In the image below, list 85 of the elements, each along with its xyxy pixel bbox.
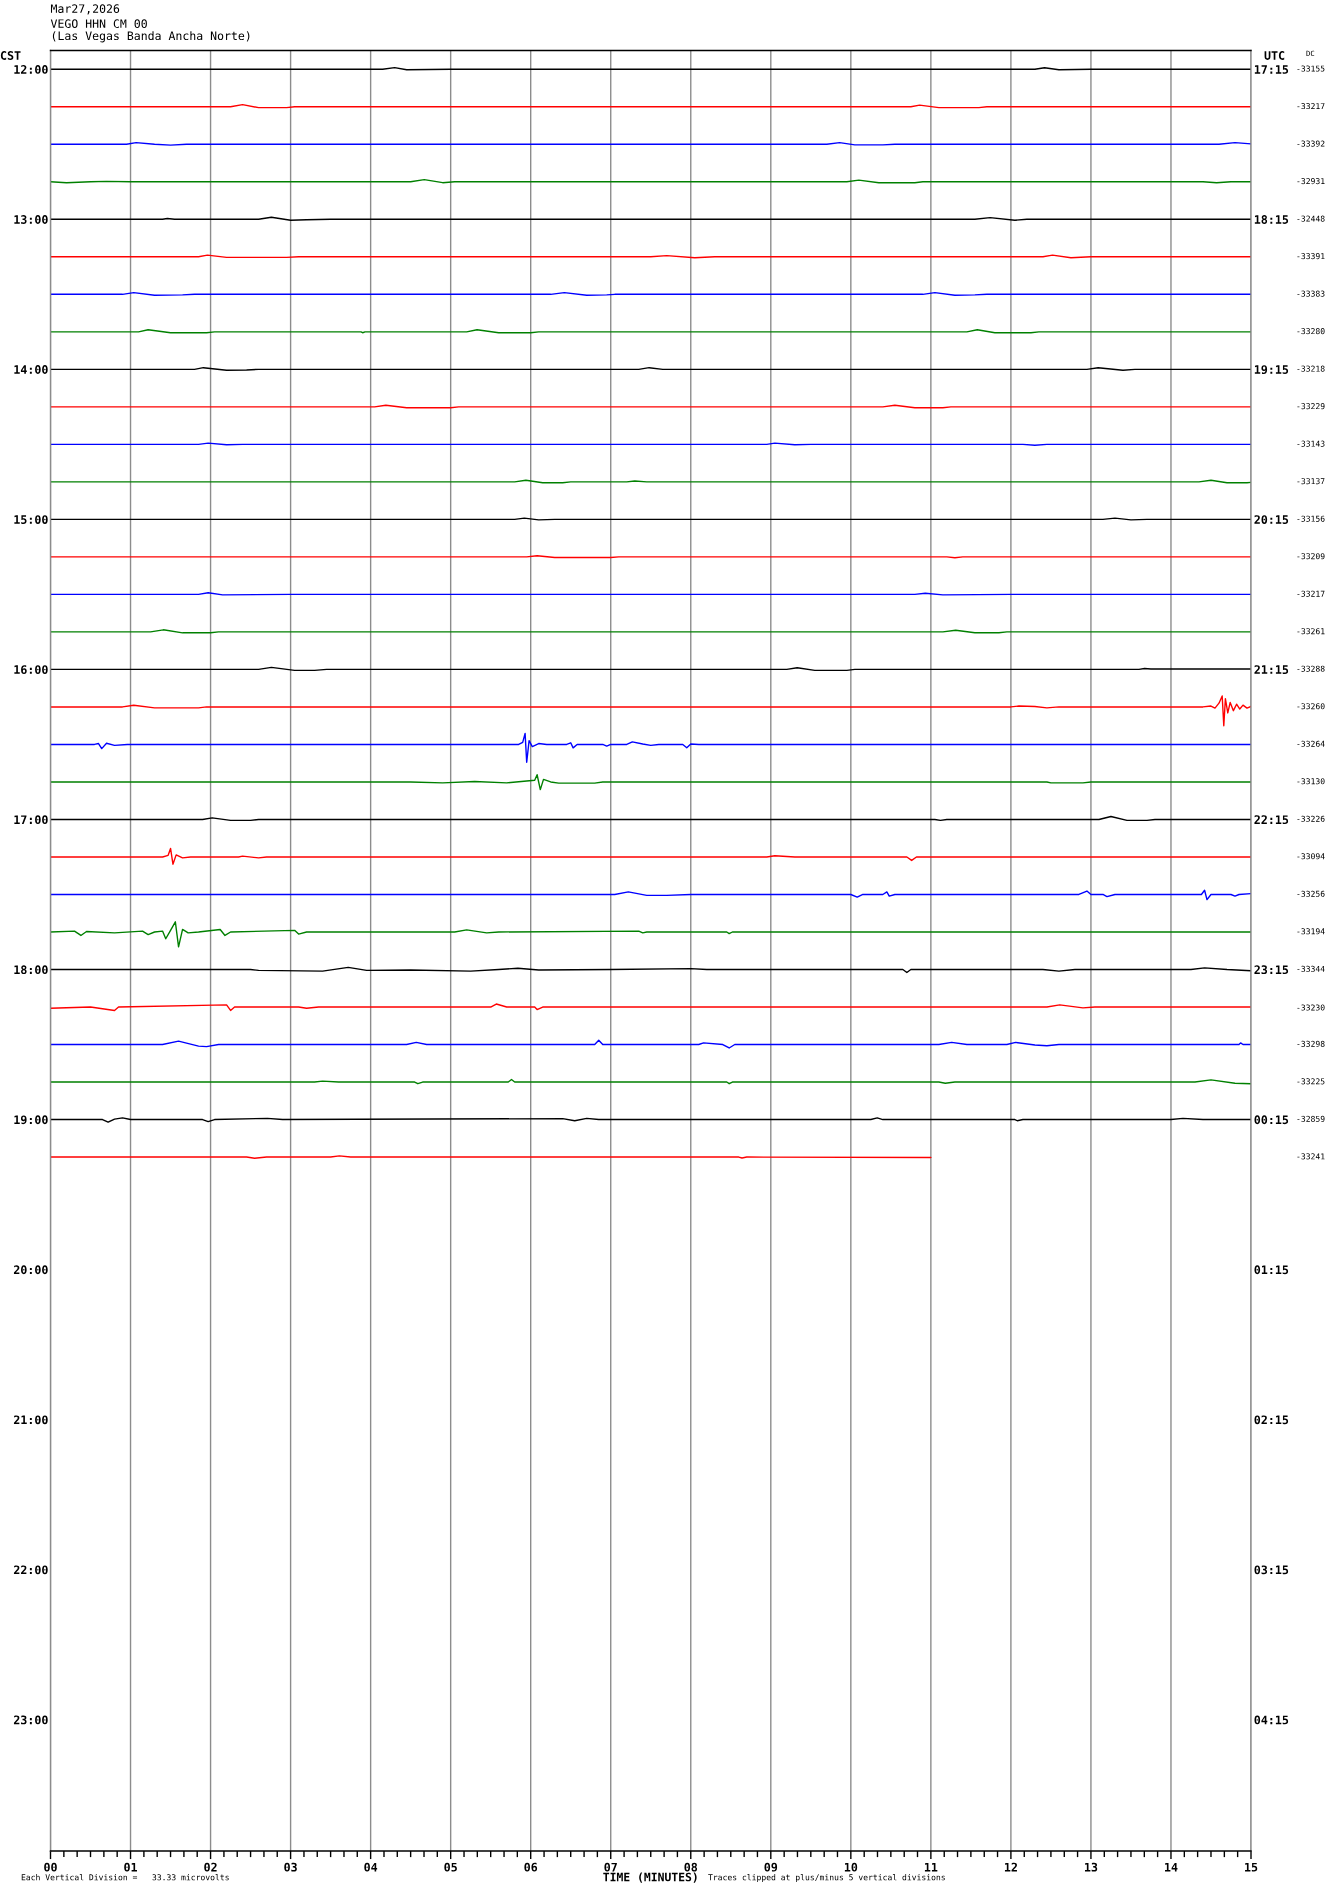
y2-tick-label: 20:15	[1254, 515, 1289, 524]
y-tick-label: 16:00	[14, 665, 48, 675]
text: -33217	[1297, 103, 1325, 110]
chart-subtitle: VEGO HHN CM 00 (Las Vegas Banda Ancha Norte)	[50, 19, 250, 43]
y2-tick-label: 02:15	[1254, 1415, 1289, 1425]
text: -33218	[1297, 365, 1325, 372]
text: -33383	[1297, 290, 1325, 297]
text: -33392	[1297, 140, 1325, 147]
line-series	[50, 889, 1251, 901]
x-tick-label: 13	[1084, 1862, 1098, 1872]
text: -33260	[1297, 703, 1325, 710]
text: -33391	[1297, 253, 1325, 260]
text: -33137	[1297, 478, 1325, 485]
text: -33156	[1297, 515, 1325, 522]
text: -33225	[1297, 1078, 1325, 1085]
text: -33298	[1297, 1040, 1325, 1047]
text: -33280	[1297, 328, 1325, 335]
y-tick-label: 12:00	[14, 65, 48, 74]
line-series	[50, 847, 1251, 865]
text: -33143	[1297, 440, 1325, 447]
x-tick-label: 14	[1165, 1862, 1178, 1872]
line-series	[50, 1039, 1251, 1049]
x-tick-label: 07	[604, 1862, 617, 1872]
x-tick-label: 02	[204, 1862, 217, 1872]
text: -33209	[1297, 553, 1325, 560]
text: -33155	[1297, 65, 1325, 72]
y-tick-label: 18:00	[14, 965, 48, 975]
text: -33094	[1297, 853, 1325, 860]
text: Each Vertical Division = 33.33 microvolts	[21, 1874, 229, 1881]
y-tick-label: 22:00	[13, 1565, 48, 1575]
text: -33226	[1297, 815, 1325, 822]
text: -33261	[1297, 628, 1325, 635]
y2-tick-label: 04:15	[1254, 1715, 1289, 1725]
x-tick-label: 15	[1245, 1862, 1258, 1872]
y2-tick-label: 22:15	[1254, 815, 1289, 825]
y2-tick-label: 17:15	[1254, 65, 1289, 74]
text: -33217	[1297, 590, 1325, 597]
line-series	[50, 774, 1251, 791]
x-tick-label: 10	[844, 1862, 858, 1872]
text: -33194	[1297, 928, 1325, 935]
text: -33256	[1297, 890, 1325, 897]
x-tick-label: 09	[764, 1862, 778, 1872]
text: -33130	[1297, 778, 1325, 785]
x-tick-label: 12	[1004, 1862, 1017, 1872]
y-tick-label: 13:00	[14, 215, 48, 224]
y2-tick-label: 21:15	[1254, 665, 1289, 675]
y2-tick-label: 00:15	[1254, 1115, 1289, 1125]
text: -32448	[1297, 215, 1325, 222]
text: -33344	[1297, 965, 1325, 972]
text: -33288	[1297, 665, 1325, 672]
x-tick-label: 06	[524, 1862, 538, 1872]
x-tick-label: 04	[364, 1862, 378, 1872]
text: -32859	[1297, 1115, 1325, 1122]
y2-axis-title: UTC	[1264, 51, 1285, 60]
text: -33229	[1297, 403, 1325, 410]
x-axis-title: TIME (MINUTES)	[603, 1872, 697, 1883]
y-tick-label: 19:00	[14, 1115, 48, 1125]
y-tick-label: 21:00	[13, 1415, 48, 1425]
y-tick-label: 15:00	[14, 515, 48, 524]
y-axis-title: CST	[0, 51, 21, 60]
y2-tick-label: 23:15	[1254, 965, 1289, 975]
y-tick-label: 14:00	[14, 365, 48, 374]
y-tick-label: 23:00	[13, 1715, 48, 1725]
x-tick-label: 05	[444, 1862, 457, 1872]
line-series	[50, 921, 1251, 948]
x-tick-label: 01	[124, 1862, 137, 1872]
x-tick-label: 00	[44, 1862, 57, 1872]
y2-tick-label: 18:15	[1254, 215, 1289, 224]
line-series	[50, 695, 1251, 727]
y2-tick-label: 03:15	[1254, 1565, 1289, 1575]
x-tick-label: 11	[924, 1862, 938, 1872]
text: -32931	[1297, 178, 1325, 185]
x-tick-label: 03	[284, 1862, 297, 1872]
text: Traces clipped at plus/minus 5 vertical divisions	[708, 1874, 945, 1882]
y-tick-label: 20:00	[13, 1265, 48, 1275]
text: -33230	[1297, 1004, 1325, 1011]
text: -33241	[1297, 1153, 1325, 1160]
y2-tick-label: 19:15	[1254, 365, 1289, 374]
line-series	[50, 1003, 1251, 1012]
y-tick-label: 17:00	[14, 815, 48, 825]
text: -33264	[1297, 740, 1325, 747]
x-tick-label: 08	[684, 1862, 698, 1872]
y2-tick-label: 01:15	[1254, 1265, 1289, 1275]
chart-title: Mar27,2026	[50, 4, 120, 15]
line-series	[50, 732, 1251, 763]
